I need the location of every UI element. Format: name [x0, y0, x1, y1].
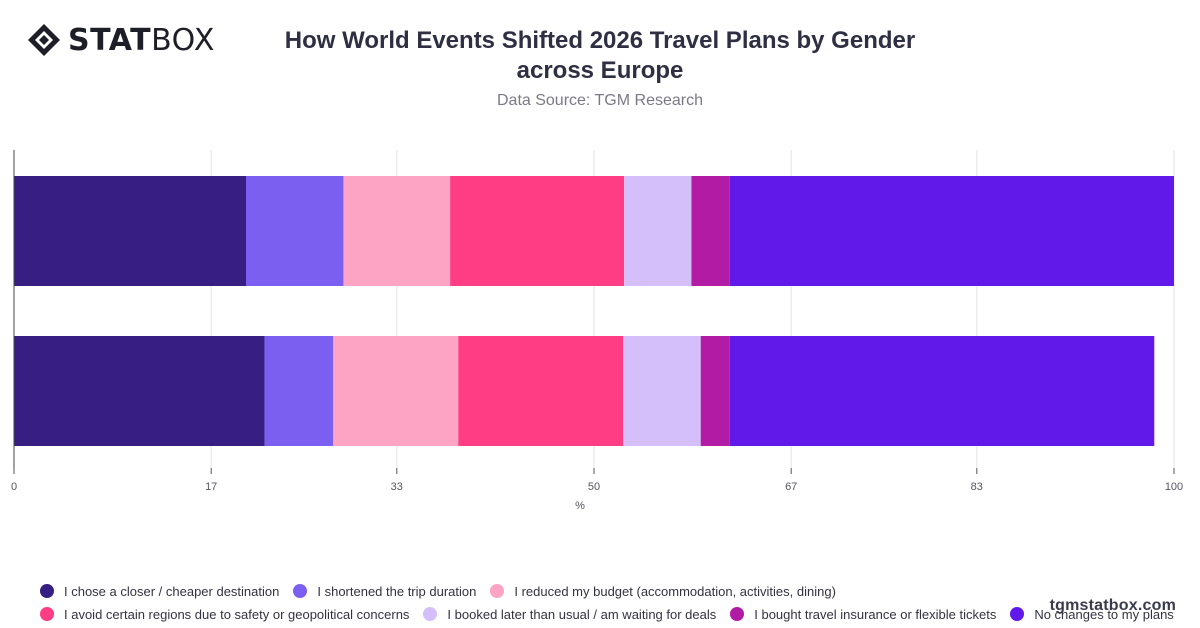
stacked-bar-chart: 0 17 33 50 67 83 100% [11, 150, 1183, 512]
legend-swatch [490, 584, 505, 598]
legend-item[interactable]: I chose a closer / cheaper destination [40, 584, 279, 599]
bar-segment [729, 176, 1174, 286]
x-tick-label: 50 [588, 481, 600, 493]
legend-item[interactable]: I shortened the trip duration [293, 584, 476, 599]
legend-swatch [40, 584, 54, 598]
chart-title: How World Events Shifted 2026 Travel Pla… [284, 27, 916, 84]
chart-legend: I chose a closer / cheaper destination I … [40, 580, 1180, 626]
legend-label: I bought travel insurance or flexible ti… [754, 606, 997, 622]
bar-segment [333, 336, 459, 446]
x-tick-label: 33 [391, 481, 403, 493]
bar-segment [450, 176, 625, 286]
legend-label: I booked later than usual / am waiting f… [447, 606, 717, 622]
legend-item[interactable]: I reduced my budget (accommodation, acti… [490, 584, 836, 599]
legend-label: I shortened the trip duration [317, 583, 477, 599]
bar-segment [700, 336, 730, 446]
legend-item[interactable]: No changes to my plans [1010, 606, 1174, 622]
bar-segment [623, 336, 701, 446]
legend-label: No changes to my plans [1034, 606, 1174, 622]
x-tick-label: 17 [205, 481, 217, 493]
brand-name-light: BOX [151, 22, 215, 58]
x-tick-label: 67 [785, 481, 797, 493]
legend-label: I reduced my budget (accommodation, acti… [514, 583, 836, 599]
chart-subtitle: Data Source: TGM Research [496, 92, 703, 109]
legend-item[interactable]: I bought travel insurance or flexible ti… [730, 607, 996, 622]
legend-swatch [423, 607, 438, 621]
watermark: tgmstatbox.com [1049, 597, 1176, 614]
x-tick-label: 0 [11, 481, 17, 493]
x-axis-label: % [575, 500, 585, 512]
bar-segment [264, 336, 333, 446]
brand-logo: STAT BOX [26, 22, 215, 58]
bar-segment [14, 176, 246, 286]
bar-segment [458, 336, 623, 446]
legend-swatch [1010, 607, 1025, 621]
legend-row: I chose a closer / cheaper destination I … [40, 580, 1180, 602]
brand-name-bold: STAT [68, 22, 152, 58]
x-axis: 0 17 33 50 67 83 100% [11, 150, 1183, 512]
legend-item[interactable]: I booked later than usual / am waiting f… [423, 607, 716, 622]
legend-label: I avoid certain regions due to safety or… [64, 606, 410, 622]
legend-swatch [730, 607, 745, 621]
bar-segment [343, 176, 451, 286]
bar-segment [14, 336, 265, 446]
x-tick-label: 83 [971, 481, 983, 493]
legend-item[interactable]: I avoid certain regions due to safety or… [40, 607, 409, 622]
bar-segment [729, 336, 1155, 446]
legend-swatch [293, 584, 308, 598]
legend-label: I chose a closer / cheaper destination [64, 583, 280, 599]
legend-swatch [40, 607, 54, 621]
diamond-logo-icon [28, 24, 60, 56]
bars [14, 176, 1174, 446]
legend-row: I avoid certain regions due to safety or… [40, 603, 1180, 625]
x-tick-label: 100 [1165, 481, 1183, 493]
bar-segment [624, 176, 692, 286]
bar-segment [691, 176, 730, 286]
bar-segment [246, 176, 344, 286]
